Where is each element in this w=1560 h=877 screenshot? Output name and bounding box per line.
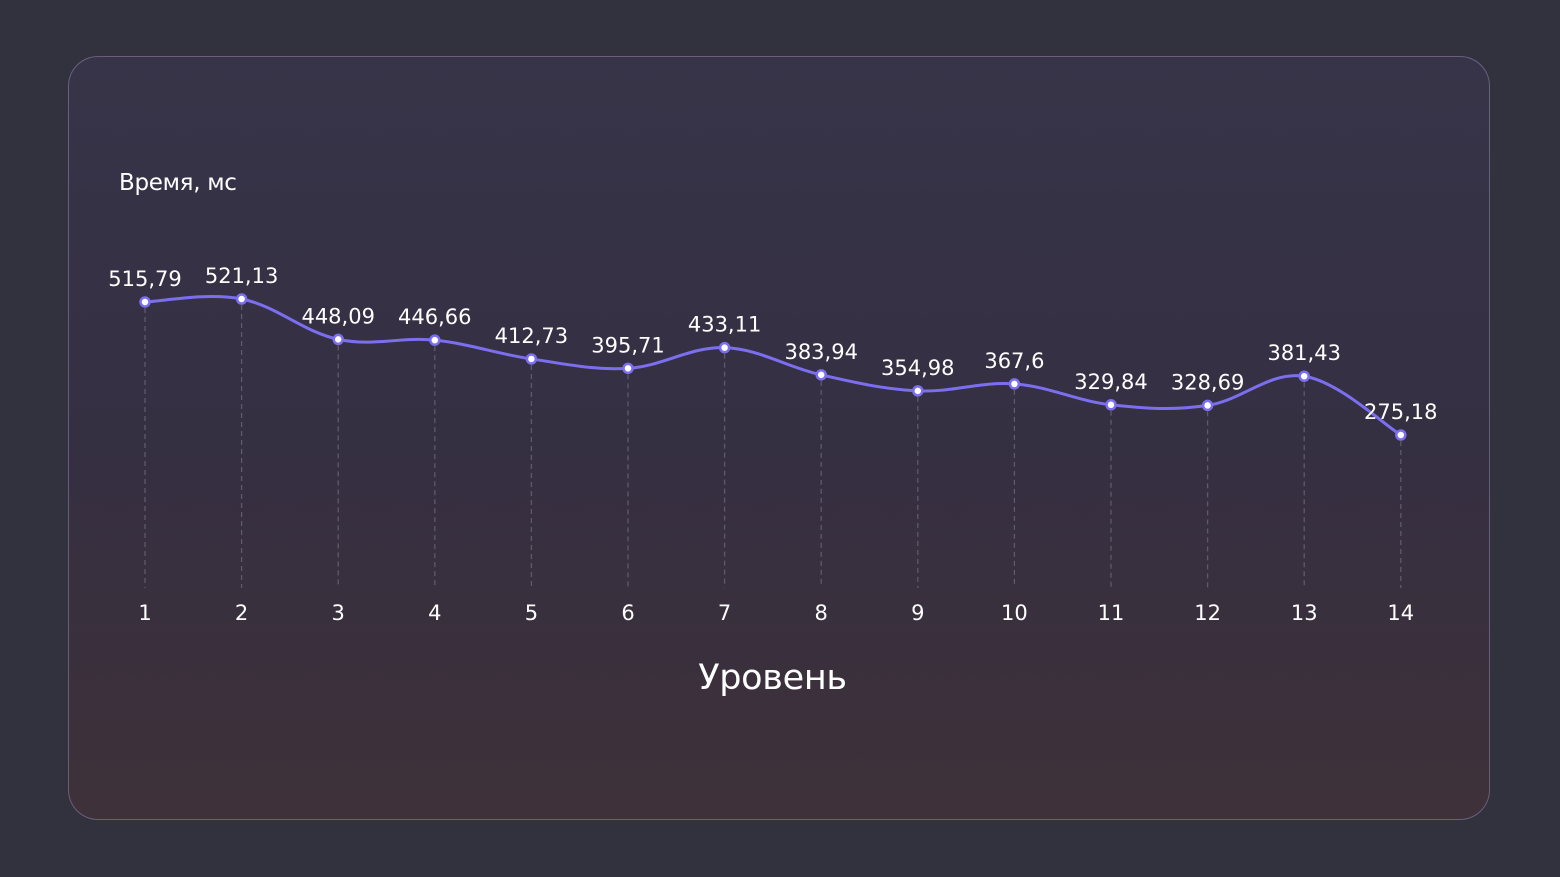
- x-tick-label: 9: [911, 601, 924, 625]
- x-tick-label: 14: [1387, 601, 1414, 625]
- data-point: [1008, 378, 1021, 390]
- y-axis-label: Время, мс: [119, 170, 237, 196]
- data-label: 275,18: [1364, 400, 1437, 424]
- data-point: [235, 293, 248, 305]
- data-label: 446,66: [398, 305, 471, 329]
- x-tick-label: 4: [428, 601, 441, 625]
- data-point: [815, 369, 827, 381]
- data-label: 515,79: [108, 267, 181, 291]
- data-label: 328,69: [1171, 370, 1244, 394]
- x-tick-label: 12: [1194, 601, 1221, 625]
- data-point: [1201, 399, 1214, 412]
- x-tick-label: 1: [138, 601, 151, 625]
- data-label: 433,11: [688, 313, 761, 337]
- data-point: [622, 362, 634, 375]
- drop-lines: [144, 305, 1402, 588]
- data-label: 412,73: [495, 324, 568, 348]
- data-label: 367,6: [984, 349, 1044, 373]
- x-tick-label: 13: [1291, 601, 1318, 625]
- data-point: [1298, 370, 1310, 382]
- data-label: 354,98: [881, 356, 954, 380]
- x-tick-label: 10: [1001, 601, 1028, 625]
- data-label: 395,71: [591, 333, 664, 357]
- data-point: [332, 333, 344, 346]
- markers: [139, 293, 1407, 441]
- value-labels: 515,79 521,13 448,09 446,66 412,73 395,71 433,…: [108, 264, 1437, 424]
- x-tick-label: 7: [718, 601, 731, 625]
- data-point: [912, 385, 924, 397]
- data-point: [139, 296, 151, 308]
- data-label: 383,94: [784, 340, 857, 364]
- x-tick-label: 2: [235, 601, 248, 625]
- x-axis-label: Уровень: [698, 658, 847, 698]
- data-point: [429, 334, 441, 346]
- data-label: 329,84: [1074, 370, 1147, 394]
- data-point: [1395, 429, 1407, 441]
- x-tick-labels: 1 2 3 4 5 6 7 8 9 10 11 12 13 14: [138, 601, 1414, 625]
- x-tick-label: 11: [1098, 601, 1125, 625]
- x-tick-label: 3: [332, 601, 345, 625]
- data-point: [718, 341, 731, 354]
- data-label: 521,13: [205, 264, 278, 288]
- data-point: [1105, 399, 1117, 411]
- data-point: [525, 353, 538, 365]
- x-tick-label: 6: [621, 601, 634, 625]
- x-tick-label: 5: [525, 601, 538, 625]
- data-label: 448,09: [301, 304, 374, 328]
- x-tick-label: 8: [815, 601, 828, 625]
- data-label: 381,43: [1267, 341, 1340, 365]
- chart-card: [68, 56, 1490, 820]
